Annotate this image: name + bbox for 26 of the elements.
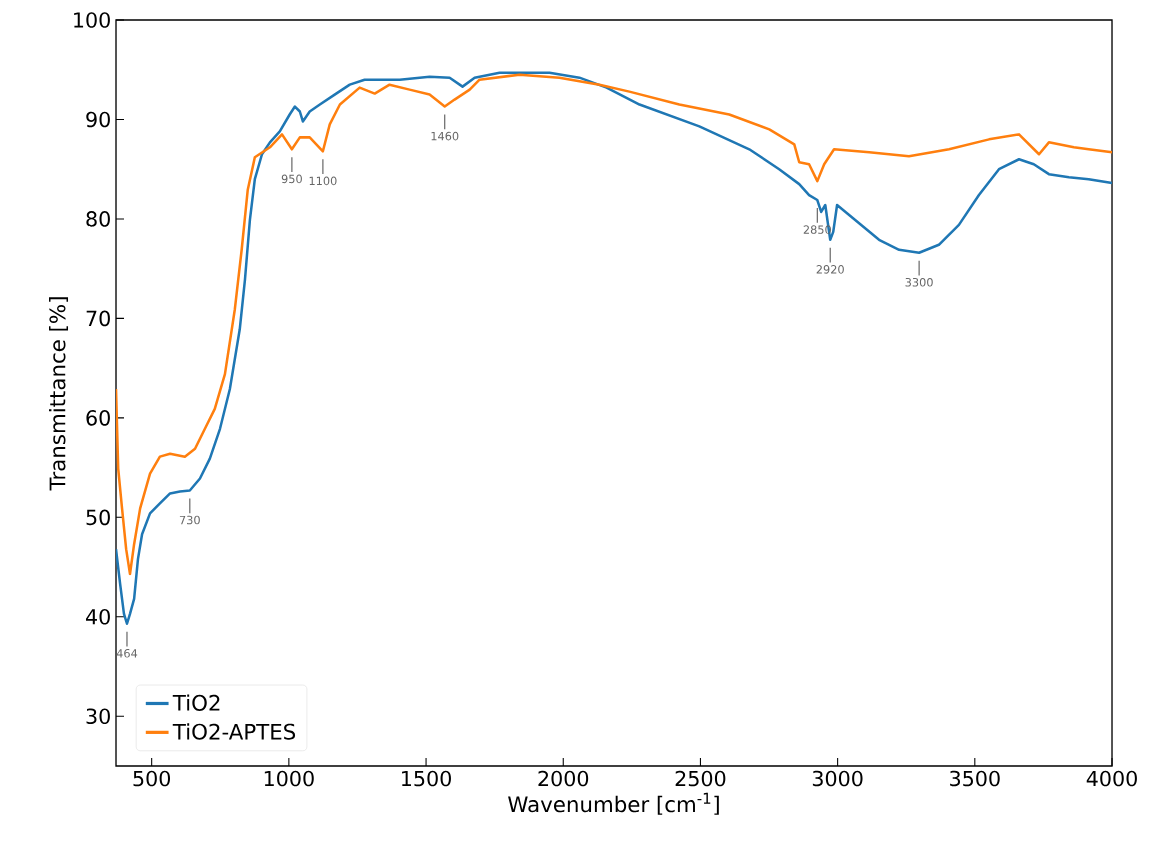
annotation: 3300 — [905, 278, 933, 287]
y-tick-label: 50 — [86, 509, 110, 526]
y-tick-label: 40 — [86, 608, 110, 625]
y-tick-label: 80 — [86, 211, 110, 227]
x-axis-title: Wavenumber [cm$^{-1}$] — [508, 792, 719, 815]
y-tick-label: 90 — [86, 111, 110, 128]
y-tick-label: 100 — [74, 12, 110, 28]
x-tick-label: 500 — [133, 770, 171, 787]
y-tick-label: 60 — [86, 410, 110, 426]
x-tick-label: 3000 — [812, 770, 863, 787]
annotation: 950 — [281, 174, 302, 184]
annotation: 1100 — [309, 176, 337, 186]
y-tick-label: 30 — [86, 708, 110, 725]
x-tick-label: 1000 — [264, 770, 314, 787]
legend-label: TiO2-APTES — [172, 723, 296, 740]
y-axis-title: Transmittance [%] — [49, 297, 69, 491]
legend-label: TiO2 — [172, 694, 220, 711]
y-tick-label: 70 — [86, 310, 110, 327]
annotation: 2920 — [816, 265, 844, 274]
x-tick-label: 2500 — [675, 770, 726, 787]
annotation: 730 — [179, 515, 200, 525]
annotation: 1460 — [431, 131, 459, 141]
x-tick-label: 1500 — [402, 770, 451, 787]
x-tick-label: 4000 — [1086, 770, 1137, 787]
x-tick-label: 3500 — [950, 770, 1000, 787]
x-tick-label: 2000 — [538, 770, 589, 787]
